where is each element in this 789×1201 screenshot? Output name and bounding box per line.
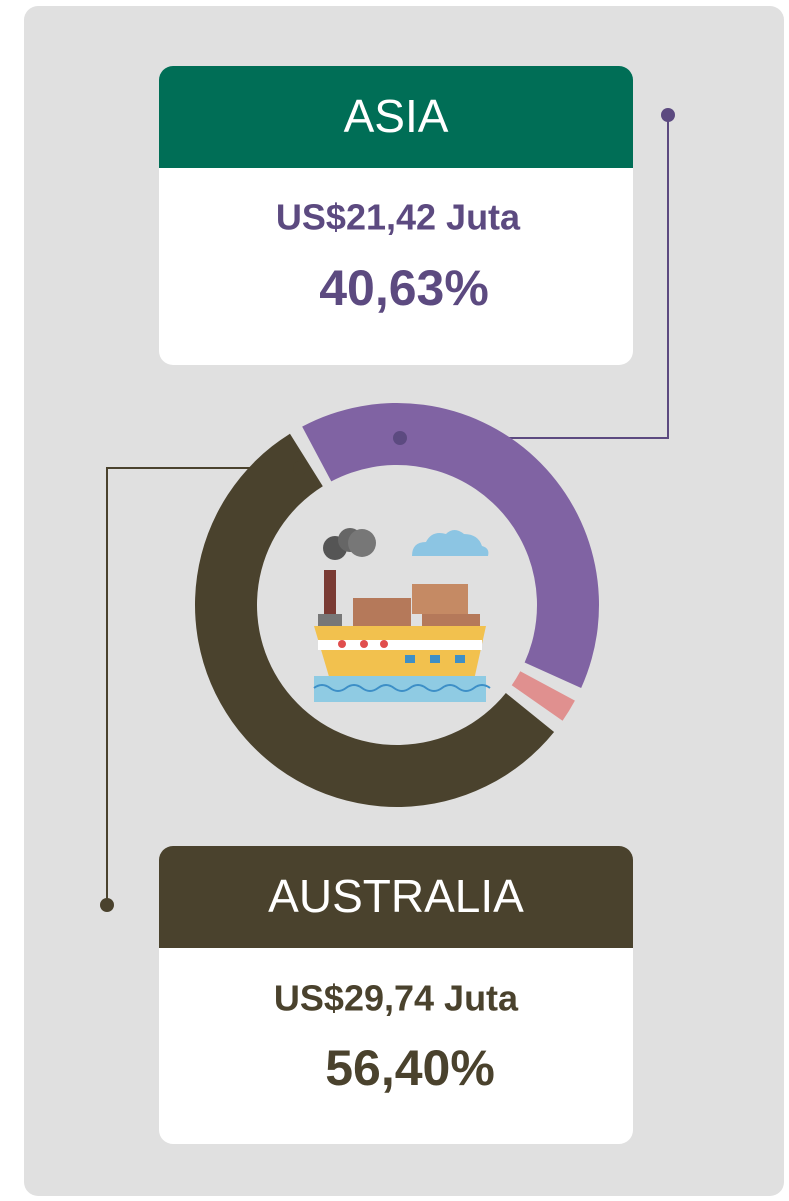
connector-dot bbox=[393, 431, 407, 445]
donut-segment bbox=[195, 433, 555, 807]
donut-segment bbox=[302, 403, 599, 689]
percent-label: 40,63% bbox=[319, 260, 489, 316]
card-header bbox=[159, 846, 633, 948]
card-header bbox=[159, 66, 633, 168]
connector-australia bbox=[106, 467, 300, 905]
donut-segment bbox=[511, 671, 575, 721]
card-australia: AUSTRALIA US$29,74 Juta 56,40% bbox=[159, 846, 633, 1144]
amount-label: US$21,42 Juta bbox=[276, 197, 521, 238]
connector-dot bbox=[661, 108, 675, 122]
category-label: AUSTRALIA bbox=[268, 870, 524, 922]
ship-icon bbox=[313, 528, 491, 702]
donut bbox=[195, 403, 599, 807]
category-label: ASIA bbox=[344, 90, 449, 142]
connector-dot bbox=[293, 461, 307, 475]
percent-label: 56,40% bbox=[325, 1040, 495, 1096]
card-asia: ASIA US$21,42 Juta 40,63% bbox=[159, 66, 633, 365]
amount-label: US$29,74 Juta bbox=[274, 978, 519, 1019]
connector-dot bbox=[100, 898, 114, 912]
